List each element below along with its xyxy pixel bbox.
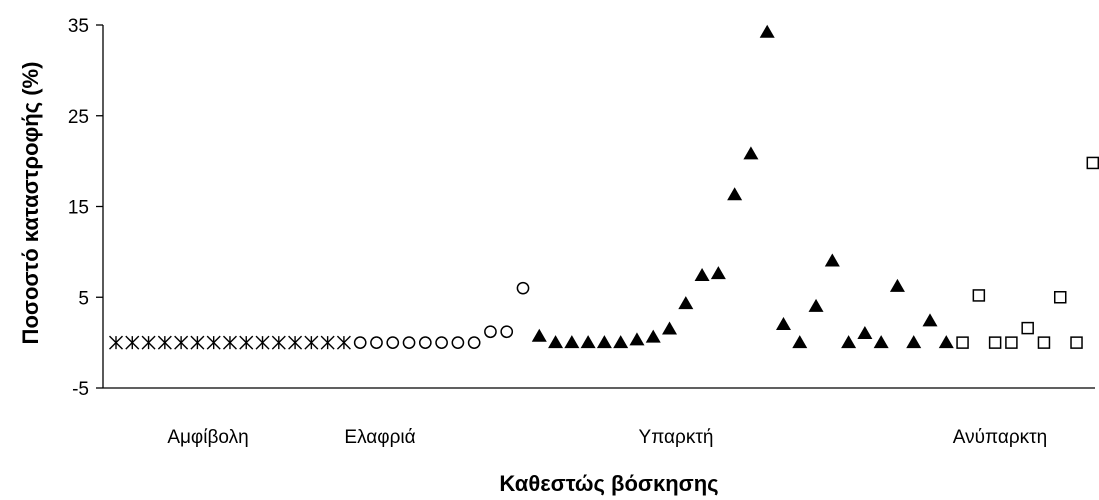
y-tick-label: -5: [72, 379, 89, 400]
y-tick-label: 35: [68, 16, 89, 37]
y-tick-label: 5: [78, 288, 89, 309]
asterisk-point: [239, 335, 254, 350]
circle-point: [500, 325, 514, 339]
asterisk-point: [190, 335, 205, 350]
circle-point: [402, 336, 416, 349]
category-label: Υπαρκτή: [639, 427, 714, 448]
asterisk-point: [141, 335, 156, 350]
triangle-point: [775, 316, 791, 330]
asterisk-point: [206, 335, 221, 350]
triangle-point: [596, 335, 612, 349]
triangle-point: [662, 321, 678, 335]
triangle-point: [645, 329, 661, 343]
circle-point: [418, 336, 432, 349]
asterisk-point: [304, 335, 319, 350]
triangle-point: [743, 146, 759, 160]
triangle-point: [759, 24, 775, 38]
asterisk-point: [157, 335, 172, 350]
square-point: [972, 289, 986, 302]
asterisk-point: [125, 335, 140, 350]
y-axis: -5 5 15 25 35: [68, 16, 104, 400]
category-label: Αμφίβολη: [167, 427, 248, 448]
triangle-point: [906, 335, 922, 349]
asterisk-point: [109, 335, 123, 350]
triangle-point: [841, 335, 857, 349]
circle-point: [484, 325, 497, 339]
triangle-point: [808, 298, 824, 312]
circle-point: [467, 336, 481, 349]
category-label: Ελαφριά: [344, 427, 415, 448]
asterisk-point: [271, 335, 286, 350]
triangle-point: [873, 335, 889, 349]
asterisk-point: [320, 335, 335, 350]
triangle-point: [922, 313, 938, 327]
square-point: [956, 336, 969, 349]
square-point: [1070, 336, 1083, 349]
circle-point: [451, 336, 465, 349]
triangle-point: [678, 296, 694, 310]
triangle-point: [889, 278, 905, 292]
square-point: [1021, 321, 1034, 335]
circle-point: [435, 336, 448, 349]
triangle-point: [613, 335, 629, 349]
triangle-point: [580, 335, 596, 349]
triangle-point: [710, 266, 726, 280]
triangle-point: [694, 267, 710, 281]
y-axis-title: Ποσοστό καταστροφής (%): [18, 62, 43, 345]
triangle-point: [824, 253, 840, 267]
triangle-point: [564, 335, 580, 349]
square-point: [1086, 156, 1099, 170]
circle-point: [516, 281, 530, 295]
x-axis-title: Καθεστώς βόσκησης: [499, 471, 718, 496]
square-point: [1005, 336, 1018, 349]
triangle-point: [548, 335, 564, 349]
square-point: [988, 336, 1002, 349]
triangle-point: [857, 326, 873, 340]
asterisk-point: [336, 335, 351, 350]
category-labels: Αμφίβολη Ελαφριά Υπαρκτή Ανύπαρκτη: [167, 427, 1047, 448]
category-label: Ανύπαρκτη: [953, 427, 1047, 448]
data-points: [109, 24, 1099, 350]
circle-point: [386, 336, 400, 349]
asterisk-point: [174, 335, 189, 350]
square-point: [1037, 336, 1051, 349]
asterisk-point: [222, 335, 237, 350]
triangle-point: [531, 328, 547, 342]
triangle-point: [629, 332, 645, 346]
triangle-point: [792, 335, 808, 349]
y-tick-label: 25: [68, 107, 89, 128]
asterisk-point: [288, 335, 303, 350]
triangle-point: [938, 335, 954, 349]
circle-point: [353, 336, 367, 349]
square-point: [1053, 291, 1067, 304]
triangle-point: [727, 187, 743, 201]
circle-point: [370, 336, 383, 349]
y-tick-label: 15: [68, 198, 89, 219]
asterisk-point: [255, 335, 270, 350]
